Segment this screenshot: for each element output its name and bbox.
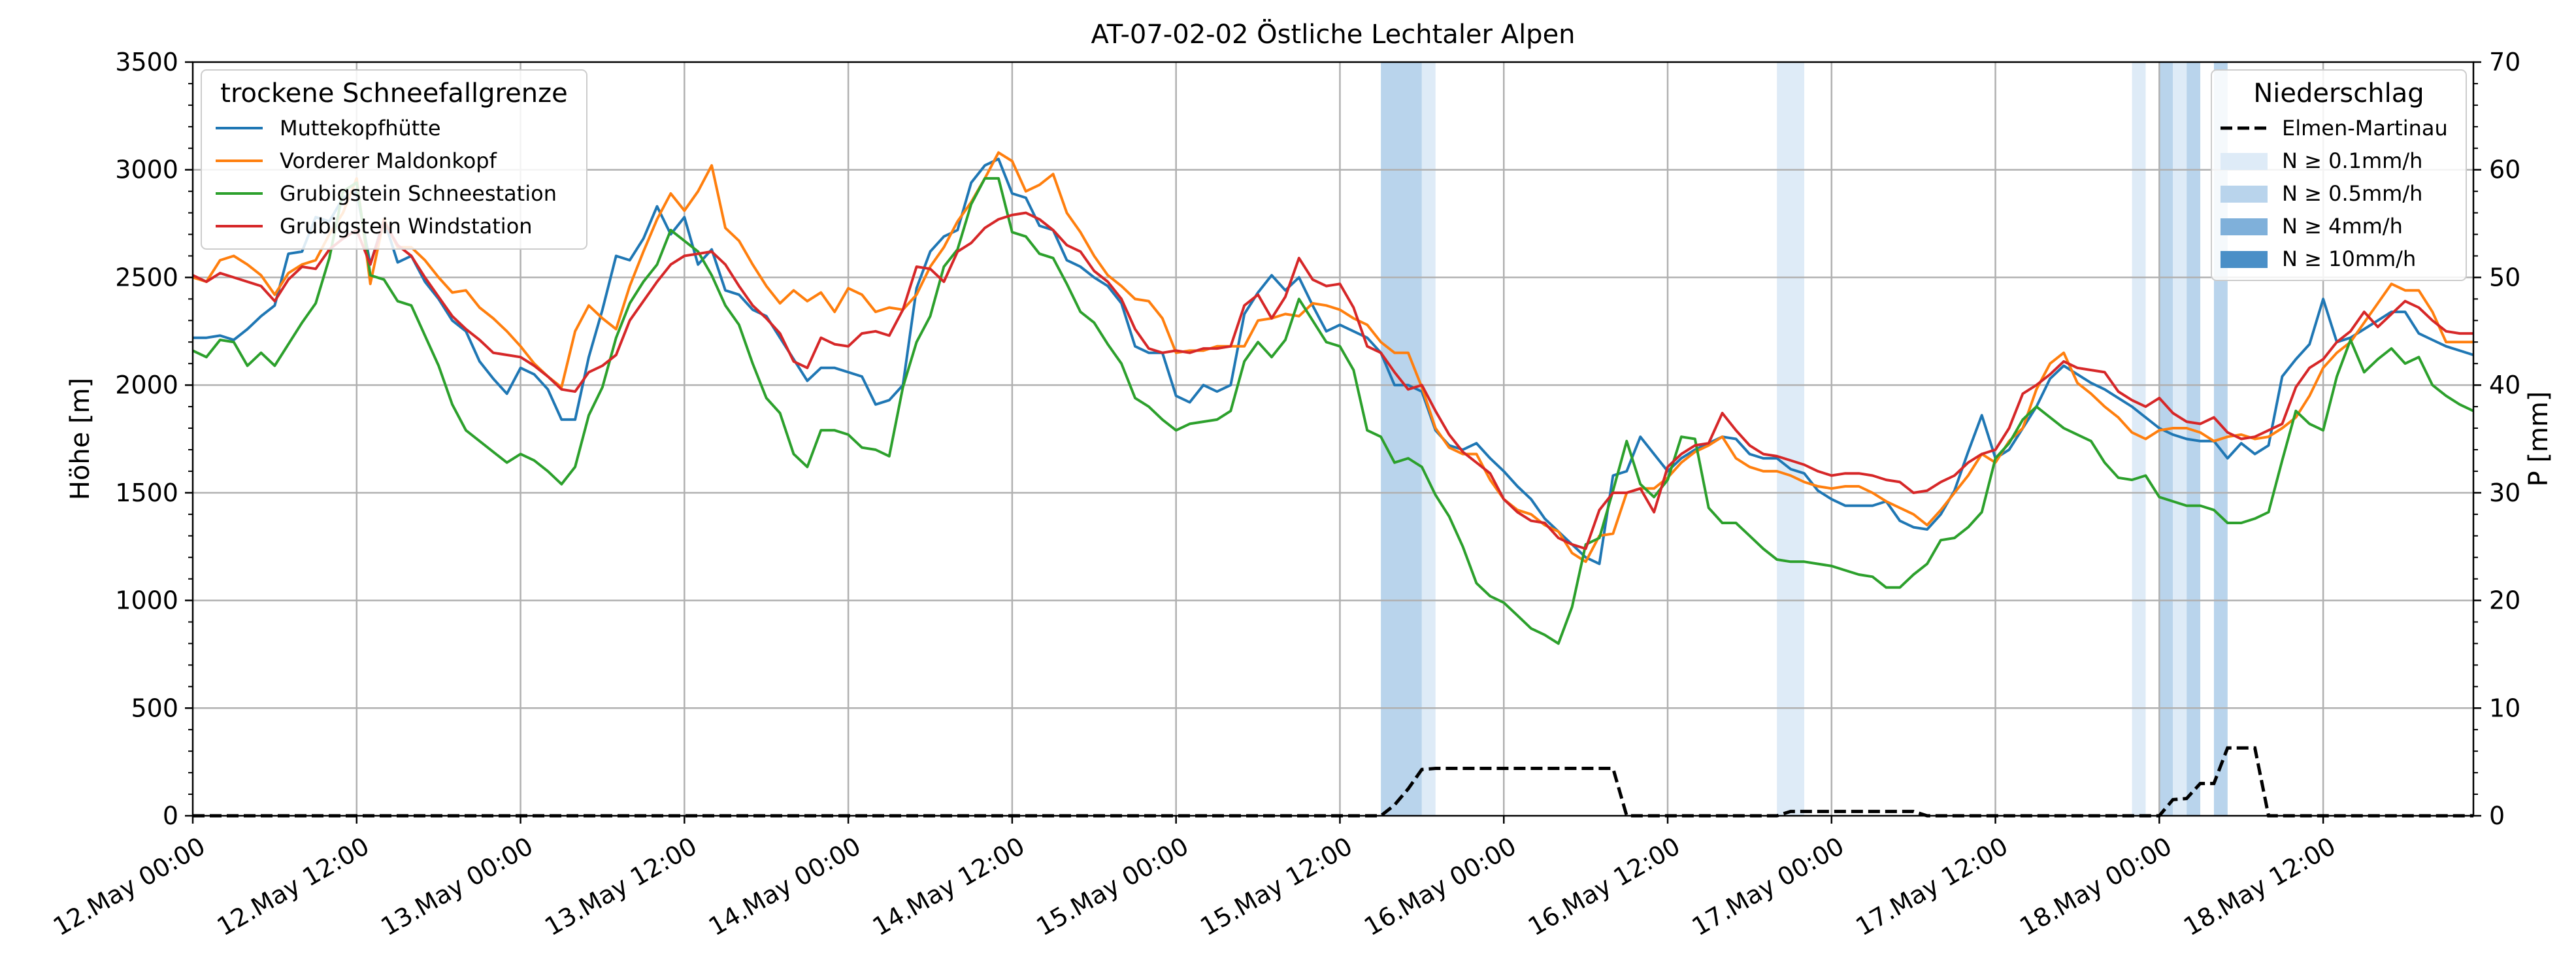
legend-swatch-band-1 xyxy=(2221,153,2268,170)
y2-tick-label: 40 xyxy=(2489,371,2520,399)
series-line-3 xyxy=(192,176,2474,645)
precip-band xyxy=(1421,62,1436,816)
legend-precipitation: Niederschlag Elmen-Martinau N ≥ 0.1mm/h N ≥… xyxy=(2211,69,2467,281)
y-tick-label: 3000 xyxy=(115,156,178,184)
y2-tick-label: 0 xyxy=(2489,801,2505,830)
series-line-4 xyxy=(192,211,2473,550)
legend-title: trockene Schneefallgrenze xyxy=(220,78,567,109)
legend-label-4: N ≥ 4mm/h xyxy=(2282,214,2403,239)
precip-band xyxy=(1381,62,1422,816)
legend-label-1: Muttekopfhütte xyxy=(280,116,441,141)
legend-label-1: Elmen-Martinau xyxy=(2282,116,2448,141)
legend-swatch-band-3 xyxy=(2221,218,2268,235)
y2-tick-label: 50 xyxy=(2489,263,2520,292)
grid-lines xyxy=(193,62,2473,816)
precipitation-line xyxy=(193,746,2473,818)
y2-tick-label: 70 xyxy=(2489,48,2520,76)
y2-tick-label: 30 xyxy=(2489,478,2520,507)
y-tick-label: 2500 xyxy=(115,263,178,292)
series-line-1 xyxy=(193,158,2474,565)
precip-band xyxy=(2159,62,2173,816)
legend-label-2: N ≥ 0.1mm/h xyxy=(2282,148,2422,173)
series-lines xyxy=(192,151,2474,645)
precip-band xyxy=(2132,62,2146,816)
y-tick-label: 3500 xyxy=(115,48,178,76)
y-tick-label: 500 xyxy=(131,694,178,722)
y-tick-label: 2000 xyxy=(115,371,178,399)
legend-label-4: Grubigstein Windstation xyxy=(280,214,533,239)
series-line-2 xyxy=(192,151,2473,563)
y-tick-label: 1000 xyxy=(115,586,178,615)
legend-swatch-band-2 xyxy=(2221,186,2268,203)
legend-box xyxy=(201,69,587,250)
legend-title: Niederschlag xyxy=(2253,78,2424,109)
y-tick-label: 1500 xyxy=(115,478,178,507)
legend-label-3: N ≥ 0.5mm/h xyxy=(2282,181,2422,206)
y2-tick-label: 20 xyxy=(2489,586,2520,615)
y2-axis-label: P [mm] xyxy=(2524,392,2554,487)
legend-label-3: Grubigstein Schneestation xyxy=(280,181,557,206)
precip-band xyxy=(2173,62,2187,816)
plot-frame xyxy=(191,61,2475,817)
legend-swatch-band-4 xyxy=(2221,251,2268,268)
legend-label-5: N ≥ 10mm/h xyxy=(2282,246,2416,271)
legend-box xyxy=(2211,69,2467,281)
legend-snowfall-limit: trockene Schneefallgrenze Muttekopfhütte V… xyxy=(201,69,587,250)
y2-tick-label: 10 xyxy=(2489,694,2520,722)
chart-title: AT-07-02-02 Östliche Lechtaler Alpen xyxy=(1091,18,1575,50)
y-tick-label: 0 xyxy=(163,801,178,830)
legend-label-2: Vorderer Maldonkopf xyxy=(280,148,497,173)
y-axis-label: Höhe [m] xyxy=(65,378,95,500)
precip-line-elmen-martinau xyxy=(193,746,2473,818)
y2-tick-label: 60 xyxy=(2489,156,2520,184)
precip-band xyxy=(1777,62,1804,816)
